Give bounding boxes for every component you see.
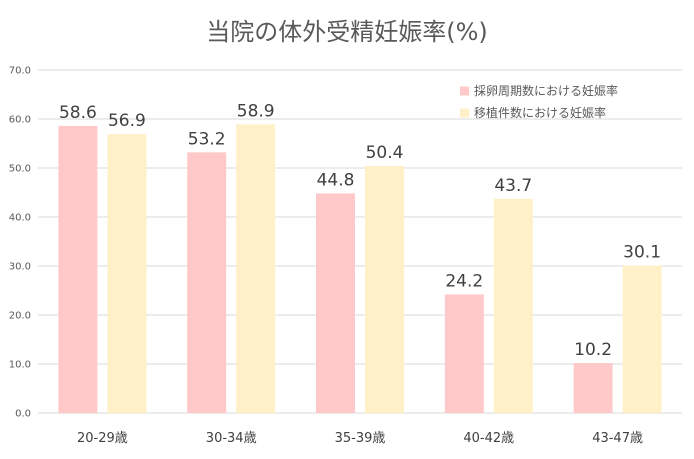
y-tick-label: 60.0: [9, 115, 31, 126]
legend-entry: 採卵周期数における妊娠率: [474, 83, 618, 98]
bar-retrieval: [187, 152, 227, 413]
data-label: 58.6: [59, 103, 97, 123]
bar-retrieval: [444, 294, 484, 413]
data-label: 53.2: [188, 129, 226, 149]
bars: [58, 124, 662, 414]
legend-swatch: [460, 108, 469, 118]
y-tick-label: 40.0: [9, 213, 31, 224]
bar-transfer: [365, 166, 404, 413]
x-tick-label: 40-42歳: [463, 431, 514, 446]
x-tick-label: 43-47歳: [592, 431, 643, 446]
data-label: 56.9: [108, 111, 146, 131]
data-label: 10.2: [574, 340, 612, 360]
bar-retrieval: [573, 363, 613, 413]
y-tick-label: 50.0: [9, 164, 31, 175]
bar-retrieval: [58, 125, 98, 414]
x-tick-label: 20-29歳: [77, 431, 128, 446]
y-axis-ticks: 0.0 10.0 20.0 30.0 40.0 50.0 60.0 70.0: [9, 66, 31, 420]
legend-entry: 移植件数における妊娠率: [474, 105, 606, 120]
y-tick-label: 30.0: [9, 262, 31, 273]
data-labels: 58.6 56.9 53.2 58.9 44.8 50.4 24.2 43.7 10.2 30.1: [59, 101, 661, 360]
data-label: 24.2: [445, 271, 483, 291]
data-label: 30.1: [623, 243, 661, 263]
y-tick-label: 20.0: [9, 311, 31, 322]
y-tick-label: 10.0: [9, 360, 31, 371]
data-label: 58.9: [237, 101, 275, 121]
chart-title: 当院の体外受精妊娠率(%): [206, 18, 488, 46]
legend-swatch: [460, 86, 469, 96]
data-label: 44.8: [317, 170, 355, 190]
bar-transfer: [493, 198, 533, 413]
y-tick-label: 70.0: [9, 66, 31, 77]
bar-transfer: [622, 265, 662, 413]
bar-transfer: [107, 134, 147, 413]
x-tick-label: 35-39歳: [335, 431, 386, 446]
x-axis-ticks: 20-29歳 30-34歳 35-39歳 40-42歳 43-47歳: [77, 431, 643, 446]
bar-transfer: [236, 124, 276, 413]
y-tick-label: 0.0: [15, 409, 31, 420]
data-label: 43.7: [494, 176, 532, 196]
bar-retrieval: [316, 193, 355, 413]
x-tick-label: 30-34歳: [206, 431, 257, 446]
data-label: 50.4: [366, 143, 404, 163]
